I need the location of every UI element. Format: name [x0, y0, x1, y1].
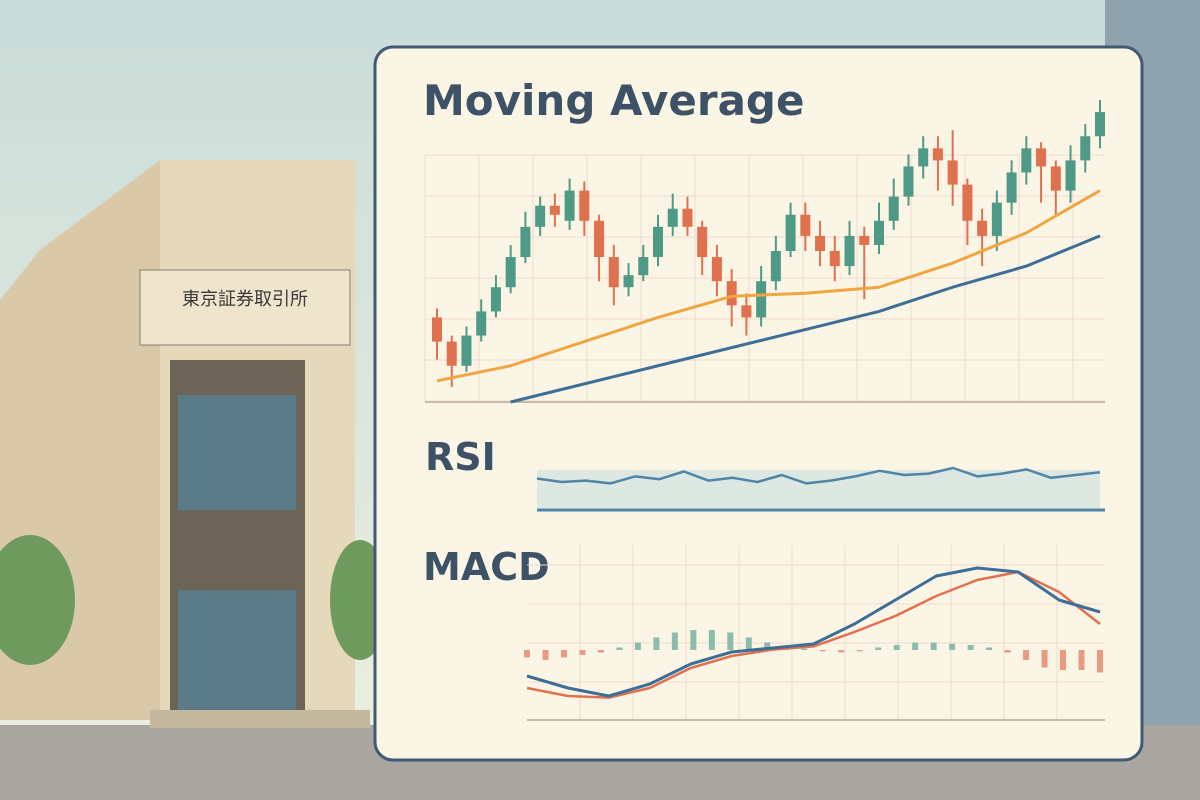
candle-body: [1050, 166, 1061, 191]
macd-histogram-bar: [1041, 650, 1048, 668]
rsi-band: [537, 470, 1100, 508]
macd-histogram-bar: [1060, 650, 1067, 670]
macd-histogram-bar: [1097, 650, 1103, 673]
macd-histogram-bar: [671, 632, 678, 650]
macd-histogram-bar: [764, 642, 771, 650]
macd-histogram-bar: [967, 645, 974, 650]
indicator-panel: [373, 45, 1144, 762]
candle-body: [932, 148, 943, 161]
candle-body: [844, 235, 855, 267]
candle-body: [564, 190, 575, 221]
candle-body: [756, 281, 767, 318]
macd-histogram-bar: [1004, 650, 1011, 653]
candle-body: [888, 196, 899, 221]
macd-histogram-bar: [542, 650, 549, 660]
candle-body: [697, 226, 708, 258]
macd-histogram-bar: [616, 647, 623, 650]
candle-body: [579, 190, 590, 221]
candle-body: [1080, 136, 1091, 161]
candle-body: [432, 317, 442, 342]
candle-body: [476, 311, 487, 336]
macd-title: MACD: [423, 545, 550, 589]
candle-body: [549, 205, 560, 215]
rsi-title: RSI: [425, 435, 496, 479]
candle-body: [726, 281, 737, 306]
candle-body: [874, 220, 884, 245]
candle-body: [446, 341, 457, 366]
candle-body: [520, 226, 531, 258]
candle-body: [947, 160, 958, 185]
candle-body: [667, 208, 678, 227]
candle-body: [918, 148, 929, 167]
macd-histogram-bar: [560, 650, 567, 658]
candle-body: [962, 184, 973, 221]
candle-body: [741, 305, 752, 318]
candle-body: [505, 257, 516, 288]
macd-histogram-bar: [856, 650, 863, 652]
macd-histogram-bar: [690, 630, 697, 650]
candle-body: [770, 251, 781, 282]
candle-body: [461, 335, 472, 366]
candle-body: [594, 220, 605, 258]
macd-signal-line: [526, 570, 1101, 699]
candle-body: [800, 214, 811, 236]
rsi-line: [536, 466, 1101, 485]
candle-body: [653, 226, 663, 258]
candle-body: [1036, 148, 1047, 167]
macd-histogram-bar: [1078, 650, 1085, 670]
exchange-building: [0, 160, 390, 728]
macd-line: [526, 566, 1101, 698]
candle-body: [1021, 148, 1032, 173]
ma-title: Moving Average: [423, 76, 805, 125]
candle-body: [903, 166, 914, 197]
macd-histogram-bar: [745, 637, 752, 650]
macd-histogram-bar: [524, 650, 530, 658]
macd-histogram-bar: [579, 650, 586, 655]
macd-histogram-bar: [949, 643, 956, 650]
candle-body: [638, 257, 649, 276]
candle-body: [1095, 112, 1105, 137]
macd-histogram-bar: [634, 642, 641, 650]
macd-histogram-bar: [801, 648, 808, 650]
candle-body: [829, 251, 840, 267]
moving-average-line: [510, 234, 1101, 404]
building-sign: 東京証券取引所: [182, 289, 308, 310]
macd-histogram-bar: [1023, 650, 1030, 660]
candle-body: [815, 235, 826, 251]
macd-histogram-bar: [930, 642, 937, 650]
candle-body: [711, 257, 722, 282]
macd-histogram-bar: [986, 647, 993, 650]
macd-histogram-bar: [838, 650, 845, 653]
candle-body: [682, 208, 693, 227]
candle-body: [608, 257, 619, 288]
macd-histogram-bar: [653, 637, 660, 650]
macd-histogram-bar: [912, 642, 919, 650]
candle-body: [535, 205, 546, 227]
macd-histogram-bar: [875, 647, 882, 650]
macd-histogram-bar: [893, 645, 900, 650]
candle-body: [1006, 172, 1017, 203]
moving-average-line: [436, 189, 1101, 383]
macd-histogram-bar: [708, 630, 715, 650]
candle-body: [977, 220, 988, 236]
candle-body: [991, 202, 1002, 236]
candle-body: [785, 214, 796, 251]
candle-body: [490, 287, 501, 312]
macd-histogram-bar: [819, 650, 826, 652]
candle-body: [1065, 160, 1076, 191]
macd-histogram-bar: [597, 650, 604, 653]
macd-histogram-bar: [727, 632, 734, 650]
candle-body: [859, 235, 870, 245]
candle-body: [623, 275, 634, 288]
